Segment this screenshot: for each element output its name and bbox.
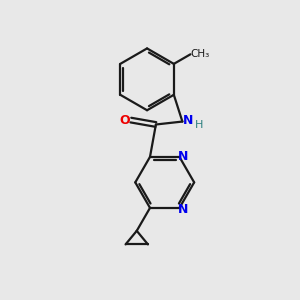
Text: N: N <box>178 203 188 216</box>
Text: O: O <box>119 114 130 127</box>
Text: N: N <box>182 114 193 127</box>
Text: CH₃: CH₃ <box>190 49 209 59</box>
Text: N: N <box>178 150 188 164</box>
Text: H: H <box>194 120 203 130</box>
